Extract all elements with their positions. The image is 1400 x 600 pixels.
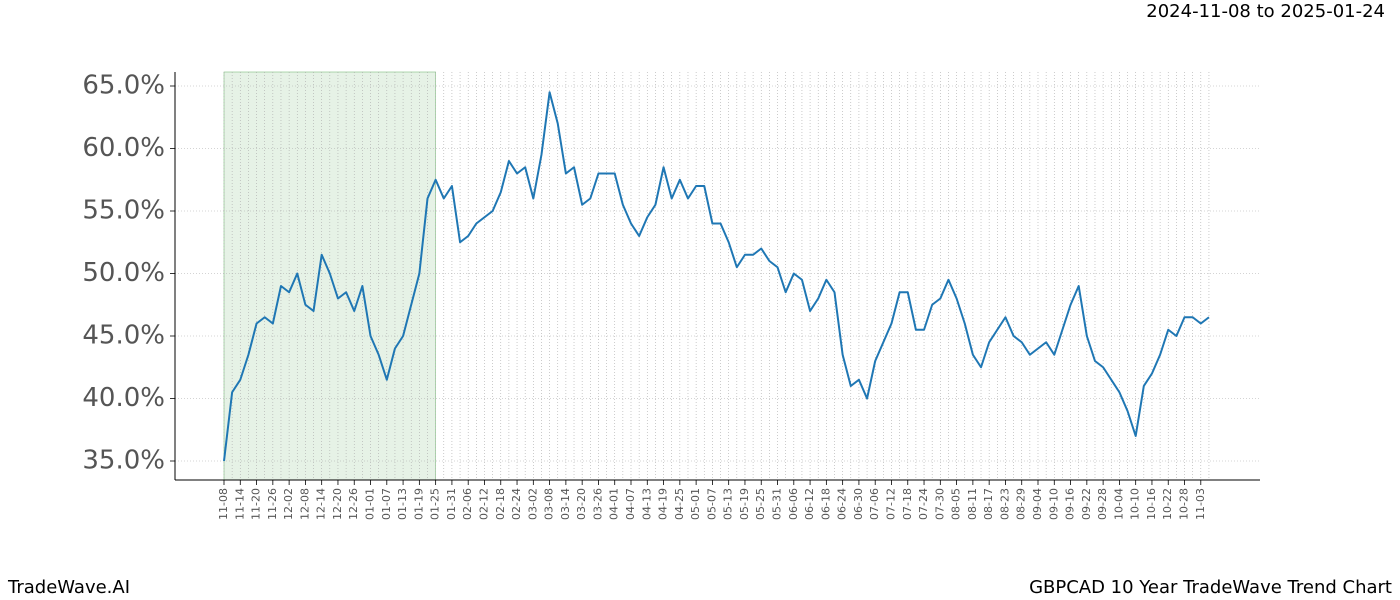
x-tick-label: 05-31 bbox=[771, 488, 784, 520]
x-tick-label: 09-22 bbox=[1080, 488, 1093, 520]
x-tick-label: 07-12 bbox=[884, 488, 897, 520]
x-tick-label: 08-05 bbox=[950, 488, 963, 520]
x-tick-label: 01-13 bbox=[396, 488, 409, 520]
x-tick-label: 11-03 bbox=[1194, 488, 1207, 520]
x-tick-label: 01-07 bbox=[380, 488, 393, 520]
x-tick-label: 03-02 bbox=[526, 488, 539, 520]
x-tick-label: 08-11 bbox=[966, 488, 979, 520]
x-tick-label: 07-18 bbox=[901, 488, 914, 520]
x-tick-label: 04-19 bbox=[657, 488, 670, 520]
y-tick-label: 40.0% bbox=[82, 383, 165, 413]
x-tick-label: 04-07 bbox=[624, 488, 637, 520]
x-tick-label: 05-07 bbox=[705, 488, 718, 520]
x-tick-label: 12-02 bbox=[282, 488, 295, 520]
x-tick-label: 12-14 bbox=[315, 488, 328, 520]
x-tick-label: 12-26 bbox=[347, 488, 360, 520]
x-tick-label: 09-04 bbox=[1031, 488, 1044, 520]
x-tick-label: 11-14 bbox=[233, 488, 246, 520]
chart-title: GBPCAD 10 Year TradeWave Trend Chart bbox=[1029, 577, 1392, 598]
x-tick-label: 05-25 bbox=[754, 488, 767, 520]
x-tick-label: 02-12 bbox=[477, 488, 490, 520]
x-tick-label: 08-17 bbox=[982, 488, 995, 520]
x-tick-label: 12-08 bbox=[298, 488, 311, 520]
x-tick-label: 11-08 bbox=[217, 488, 230, 520]
x-tick-label: 06-18 bbox=[819, 488, 832, 520]
date-range: 2024-11-08 to 2025-01-24 bbox=[1146, 1, 1385, 22]
trend-line bbox=[223, 91, 1210, 462]
x-tick-label: 02-06 bbox=[461, 488, 474, 520]
x-tick-label: 01-01 bbox=[364, 488, 377, 520]
x-tick-label: 11-20 bbox=[250, 488, 263, 520]
x-tick-label: 09-16 bbox=[1064, 488, 1077, 520]
x-tick-label: 07-06 bbox=[868, 488, 881, 520]
x-tick-label: 03-20 bbox=[575, 488, 588, 520]
y-tick-label: 35.0% bbox=[82, 446, 165, 476]
x-tick-label: 10-28 bbox=[1178, 488, 1191, 520]
x-tick-label: 10-16 bbox=[1145, 488, 1158, 520]
x-tick-label: 04-01 bbox=[608, 488, 621, 520]
x-tick-label: 03-14 bbox=[559, 488, 572, 520]
x-tick-label: 06-12 bbox=[803, 488, 816, 520]
x-tick-label: 09-10 bbox=[1047, 488, 1060, 520]
x-tick-label: 05-01 bbox=[689, 488, 702, 520]
x-tick-label: 02-24 bbox=[510, 488, 523, 520]
x-tick-label: 03-08 bbox=[543, 488, 556, 520]
x-tick-label: 12-20 bbox=[331, 488, 344, 520]
x-tick-label: 01-31 bbox=[445, 488, 458, 520]
x-tick-label: 07-24 bbox=[917, 488, 930, 520]
x-tick-label: 11-26 bbox=[266, 488, 279, 520]
x-tick-label: 08-23 bbox=[998, 488, 1011, 520]
y-tick-label: 65.0% bbox=[82, 71, 165, 101]
x-tick-label: 08-29 bbox=[1015, 488, 1028, 520]
x-tick-label: 07-30 bbox=[933, 488, 946, 520]
x-tick-label: 10-22 bbox=[1161, 488, 1174, 520]
x-tick-label: 06-06 bbox=[787, 488, 800, 520]
y-tick-label: 45.0% bbox=[82, 321, 165, 351]
x-tick-label: 05-13 bbox=[722, 488, 735, 520]
x-tick-label: 01-19 bbox=[412, 488, 425, 520]
y-tick-label: 60.0% bbox=[82, 133, 165, 163]
x-tick-label: 02-18 bbox=[494, 488, 507, 520]
x-tick-label: 06-30 bbox=[852, 488, 865, 520]
y-tick-label: 50.0% bbox=[82, 258, 165, 288]
x-tick-label: 10-04 bbox=[1112, 488, 1125, 520]
x-tick-label: 03-26 bbox=[591, 488, 604, 520]
x-tick-label: 10-10 bbox=[1129, 488, 1142, 520]
y-tick-label: 55.0% bbox=[82, 196, 165, 226]
x-tick-label: 01-25 bbox=[429, 488, 442, 520]
brand: TradeWave.AI bbox=[7, 577, 130, 598]
x-tick-label: 09-28 bbox=[1096, 488, 1109, 520]
x-tick-label: 04-25 bbox=[673, 488, 686, 520]
x-tick-label: 05-19 bbox=[738, 488, 751, 520]
x-tick-label: 06-24 bbox=[836, 488, 849, 520]
x-tick-label: 04-13 bbox=[640, 488, 653, 520]
